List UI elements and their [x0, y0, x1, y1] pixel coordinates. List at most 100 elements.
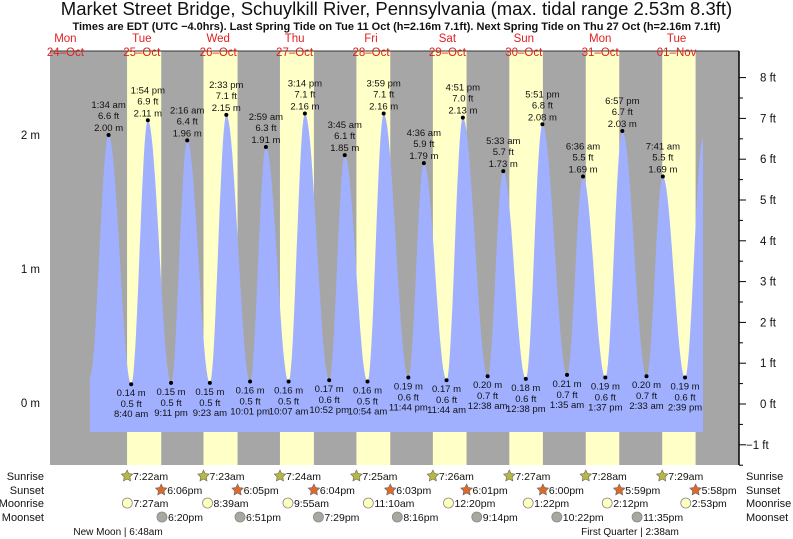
moonrise-icon — [362, 497, 374, 509]
high-tide-feet: 5.5 ft — [572, 153, 593, 164]
sunset-icon — [154, 483, 168, 496]
sunset-time: 5:59pm — [625, 485, 660, 497]
high-tide-time: 3:59 pm — [367, 79, 401, 90]
high-tide-point — [185, 138, 190, 143]
low-tide-point — [603, 375, 608, 380]
high-tide-meters: 1.69 m — [568, 165, 597, 176]
moonset-row-label-left: Moonset — [2, 512, 44, 524]
high-tide-point — [501, 169, 506, 174]
moonset-time: 6:51pm — [246, 512, 281, 524]
moonrise-time: 12:20pm — [454, 498, 495, 510]
moonset-time: 8:16pm — [403, 512, 438, 524]
high-tide-time: 5:33 am — [486, 136, 520, 147]
low-tide-time: 10:07 am — [269, 407, 309, 418]
low-tide-point — [644, 374, 649, 379]
moonset-time: 11:35pm — [643, 512, 683, 524]
low-tide-feet: 0.6 ft — [515, 394, 536, 405]
high-tide-meters: 2.15 m — [212, 103, 241, 114]
low-tide-meters: 0.19 m — [671, 382, 700, 393]
day-label-weekday: Wed — [206, 33, 229, 45]
high-tide-feet: 5.7 ft — [493, 147, 514, 158]
right-axis-tick-label: 7 ft — [760, 113, 777, 125]
tide-area — [89, 113, 704, 432]
sunset-icon — [460, 483, 473, 496]
low-tide-feet: 0.5 ft — [199, 398, 220, 409]
moonrise-icon — [282, 497, 294, 509]
high-tide-meters: 1.91 m — [251, 135, 280, 146]
low-tide-point — [565, 372, 570, 377]
sunrise-time: 7:27am — [515, 471, 550, 483]
high-tide-feet: 7.1 ft — [216, 91, 237, 102]
sunset-icon — [383, 483, 397, 496]
high-tide-point — [460, 115, 465, 120]
low-tide-meters: 0.19 m — [394, 382, 423, 393]
day-label-date: 24–Oct — [47, 47, 85, 59]
high-tide-time: 6:36 am — [566, 142, 600, 153]
low-tide-time: 10:54 am — [348, 407, 388, 418]
moonset-time: 6:20pm — [168, 512, 203, 524]
high-tide-point — [302, 111, 307, 116]
day-label-date: 25–Oct — [123, 47, 161, 59]
high-tide-meters: 2.11 m — [134, 108, 162, 119]
sunset-time: 6:05pm — [244, 485, 279, 497]
low-tide-time: 11:44 am — [427, 405, 466, 416]
high-tide-meters: 2.08 m — [528, 112, 557, 123]
low-tide-point — [683, 375, 688, 380]
high-tide-feet: 6.4 ft — [177, 116, 198, 127]
high-tide-time: 1:34 am — [91, 100, 125, 111]
right-axis-tick-label: 5 ft — [760, 195, 777, 207]
sunrise-icon — [197, 469, 210, 482]
sunrise-time: 7:23am — [210, 471, 245, 483]
high-tide-feet: 7.1 ft — [373, 90, 394, 101]
low-tide-feet: 0.5 ft — [240, 397, 261, 408]
low-tide-feet: 0.6 ft — [674, 393, 695, 404]
high-tide-meters: 2.00 m — [94, 123, 123, 134]
low-tide-meters: 0.16 m — [236, 386, 265, 397]
low-tide-point — [327, 378, 332, 383]
low-tide-point — [523, 376, 528, 381]
low-tide-meters: 0.21 m — [553, 379, 582, 390]
low-tide-meters: 0.15 m — [195, 387, 224, 398]
right-axis-tick-label: 2 ft — [760, 317, 777, 329]
low-tide-time: 2:39 pm — [668, 403, 702, 414]
moonrise-icon — [443, 497, 454, 509]
low-tide-point — [129, 382, 134, 387]
right-axis-tick-label: 1 ft — [760, 358, 777, 370]
high-tide-feet: 7.1 ft — [294, 90, 315, 101]
low-tide-point — [169, 380, 174, 385]
day-label-date: 27–Oct — [276, 47, 314, 59]
high-tide-time: 4:51 pm — [446, 83, 480, 94]
low-tide-meters: 0.19 m — [591, 382, 620, 393]
sunrise-time: 7:25am — [362, 471, 397, 483]
low-tide-point — [365, 379, 370, 384]
high-tide-time: 2:33 pm — [209, 80, 243, 91]
high-tide-meters: 1.69 m — [648, 165, 677, 176]
day-label-date: 29–Oct — [429, 47, 467, 59]
moonset-row-label-right: Moonset — [746, 512, 788, 524]
sunset-row-label-left: Sunset — [10, 485, 44, 497]
sunrise-icon — [350, 469, 363, 482]
high-tide-time: 2:16 am — [170, 105, 204, 116]
moonrise-time: 2:53pm — [692, 498, 727, 510]
high-tide-feet: 6.1 ft — [334, 131, 355, 142]
high-tide-meters: 1.79 m — [409, 151, 438, 162]
moonrise-row-label-left: Moonrise — [0, 498, 44, 510]
day-label-weekday: Thu — [285, 33, 305, 45]
low-tide-point — [444, 378, 449, 383]
high-tide-time: 1:54 pm — [131, 85, 165, 96]
sunrise-row-label-right: Sunrise — [746, 471, 783, 483]
low-tide-time: 9:23 am — [193, 408, 227, 419]
moonset-icon — [156, 511, 168, 523]
low-tide-time: 1:37 pm — [588, 403, 622, 414]
high-tide-point — [540, 122, 545, 127]
right-axis-tick-label: 8 ft — [760, 73, 777, 85]
high-tide-feet: 7.0 ft — [452, 94, 473, 105]
low-tide-meters: 0.18 m — [511, 383, 540, 394]
low-tide-feet: 0.7 ft — [477, 391, 498, 402]
right-axis-tick-label: −1 ft — [746, 440, 770, 452]
day-label-date: 26–Oct — [200, 47, 238, 59]
sunset-icon — [612, 483, 626, 496]
low-tide-time: 12:38 am — [468, 401, 508, 412]
